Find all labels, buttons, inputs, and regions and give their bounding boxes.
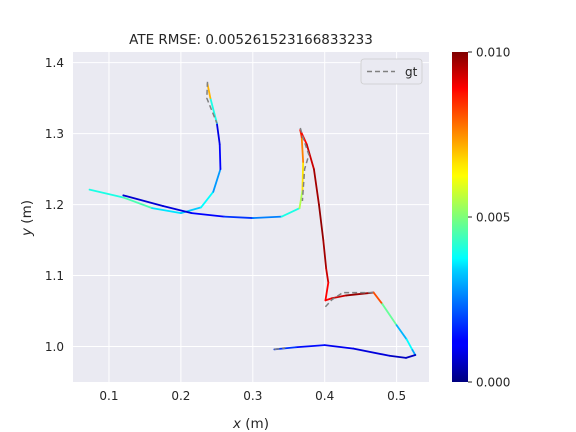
trajectory-segment bbox=[300, 136, 305, 163]
trajectory-segment bbox=[381, 303, 398, 327]
trajectory-segment bbox=[200, 190, 215, 209]
trajectory-segment bbox=[295, 344, 326, 349]
trajectory-segment bbox=[88, 188, 125, 199]
trajectory-segment bbox=[322, 239, 328, 270]
trajectory-segment bbox=[161, 205, 193, 214]
colorbar-tick-label: 0.010 bbox=[476, 46, 510, 60]
colorbar: 0.000 0.005 0.010 bbox=[452, 46, 510, 390]
trajectory-segment bbox=[251, 215, 283, 219]
trajectory-segment bbox=[318, 203, 325, 241]
gt-trajectory bbox=[274, 347, 286, 351]
colorbar-gradient bbox=[452, 52, 468, 382]
trajectory-segment bbox=[388, 354, 407, 359]
x-axis-unit: (m) bbox=[241, 416, 269, 432]
trajectory-segment bbox=[223, 215, 254, 219]
trajectory-segment bbox=[352, 347, 391, 357]
gt-trajectory bbox=[206, 81, 218, 124]
data-layer bbox=[88, 81, 417, 359]
plot-area: 0.1 0.2 0.3 0.4 0.5 1.0 1.1 1.2 1.3 1.4 bbox=[45, 52, 429, 403]
legend: gt bbox=[360, 58, 423, 85]
y-axis-variable: y bbox=[19, 227, 35, 237]
colorbar-ticks: 0.000 0.005 0.010 bbox=[468, 46, 510, 390]
axes-background bbox=[73, 52, 429, 382]
y-tick-label: 1.2 bbox=[45, 198, 64, 212]
trajectory-segment bbox=[218, 143, 222, 170]
trajectory-segment bbox=[301, 161, 305, 192]
x-tick-label: 0.5 bbox=[387, 389, 406, 403]
y-axis-label: y (m) bbox=[19, 200, 35, 237]
x-tick-label: 0.1 bbox=[99, 389, 118, 403]
trajectory-segment bbox=[212, 168, 222, 193]
trajectory-segment bbox=[298, 189, 304, 210]
legend-gt-label: gt bbox=[405, 65, 418, 79]
trajectory-segment bbox=[395, 324, 408, 341]
trajectory-segment bbox=[325, 267, 330, 284]
trajectory-segment bbox=[411, 349, 417, 356]
trajectory-segment bbox=[122, 196, 154, 210]
x-axis-variable: x bbox=[232, 416, 242, 432]
trajectory-segment bbox=[190, 212, 225, 218]
trajectory-segment bbox=[324, 297, 333, 302]
colorbar-tick-label: 0.000 bbox=[476, 376, 510, 390]
trajectory-segment bbox=[313, 168, 320, 206]
y-tick-label: 1.3 bbox=[45, 127, 64, 141]
y-tick-label: 1.0 bbox=[45, 340, 64, 354]
chart-title: ATE RMSE: 0.005261523166833233 bbox=[129, 32, 373, 48]
y-tick-label: 1.1 bbox=[45, 269, 64, 283]
trajectory-segment bbox=[323, 344, 355, 350]
trajectory-segment bbox=[122, 194, 164, 207]
gt-trajectory bbox=[324, 291, 376, 308]
x-tick-label: 0.4 bbox=[315, 389, 334, 403]
tick-labels: 0.1 0.2 0.3 0.4 0.5 1.0 1.1 1.2 1.3 1.4 bbox=[45, 56, 406, 403]
y-tick-label: 1.4 bbox=[45, 56, 64, 70]
trajectory-segment bbox=[280, 207, 301, 218]
trajectory-segment bbox=[372, 291, 384, 305]
trajectory-segment bbox=[209, 97, 218, 124]
trajectory-segment bbox=[324, 281, 330, 302]
estimate-trajectory bbox=[122, 129, 417, 359]
trajectory-segment bbox=[151, 207, 182, 214]
trajectory-segment bbox=[405, 338, 414, 351]
y-axis-unit: (m) bbox=[19, 200, 35, 228]
trajectory-segment bbox=[305, 143, 315, 170]
trajectory-segment bbox=[215, 122, 221, 146]
x-axis-label: x (m) bbox=[232, 416, 269, 432]
x-tick-label: 0.2 bbox=[171, 389, 190, 403]
trajectory-segment bbox=[405, 354, 417, 359]
colorbar-tick-label: 0.005 bbox=[476, 211, 510, 225]
gt-trajectory bbox=[299, 127, 310, 202]
x-tick-label: 0.3 bbox=[243, 389, 262, 403]
